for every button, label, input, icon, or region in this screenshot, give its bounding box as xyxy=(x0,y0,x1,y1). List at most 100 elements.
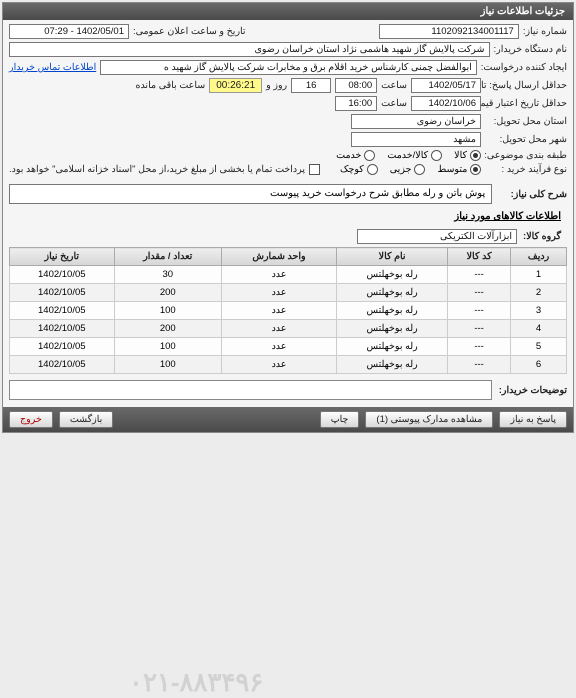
print-button[interactable]: چاپ xyxy=(320,411,360,428)
deadline-time: 08:00 xyxy=(335,78,377,93)
items-table: ردیفکد کالانام کالاواحد شمارشتعداد / مقد… xyxy=(9,247,567,374)
radio-partial-label: جزیی xyxy=(390,164,412,175)
notes-label: توضیحات خریدار: xyxy=(496,385,567,396)
row-notes: توضیحات خریدار: xyxy=(9,380,567,400)
reply-button[interactable]: پاسخ به نیاز xyxy=(499,411,567,428)
row-buyer: نام دستگاه خریدار: شرکت پالایش گاز شهید … xyxy=(9,42,567,57)
row-group: گروه کالا: ابزارآلات الکتریکی xyxy=(9,226,567,247)
credit-time: 16:00 xyxy=(335,96,377,111)
row-city: شهر محل تحویل: مشهد xyxy=(9,132,567,147)
deadline-label: حداقل ارسال پاسخ: تا تاریخ: xyxy=(485,80,567,91)
table-cell: --- xyxy=(448,356,511,374)
table-cell: رله بوخهلتس xyxy=(337,284,448,302)
announce-label: تاریخ و ساعت اعلان عمومی: xyxy=(133,26,246,37)
table-cell: رله بوخهلتس xyxy=(337,266,448,284)
table-row[interactable]: 4---رله بوخهلتسعدد2001402/10/05 xyxy=(10,320,567,338)
radio-medium[interactable]: متوسط xyxy=(437,164,481,175)
table-header-cell: نام کالا xyxy=(337,248,448,266)
table-header-cell: کد کالا xyxy=(448,248,511,266)
table-cell: عدد xyxy=(221,338,336,356)
radio-service-label: خدمت xyxy=(336,150,361,161)
table-cell: --- xyxy=(448,320,511,338)
table-cell: 30 xyxy=(114,266,221,284)
table-cell: 6 xyxy=(511,356,567,374)
proc-label: نوع فرآیند خرید : xyxy=(485,164,567,175)
table-row[interactable]: 5---رله بوخهلتسعدد1001402/10/05 xyxy=(10,338,567,356)
time-label-2: ساعت xyxy=(381,98,407,109)
table-cell: 100 xyxy=(114,356,221,374)
desc-value: پوش باتن و رله مطابق شرح درخواست خرید پی… xyxy=(9,184,492,204)
deadline-date: 1402/05/17 xyxy=(411,78,481,93)
need-no-value: 1102092134001117 xyxy=(379,24,519,39)
radio-small-label: کوچک xyxy=(340,164,364,175)
table-cell: عدد xyxy=(221,302,336,320)
province-label: استان محل تحویل: xyxy=(485,116,567,127)
back-button[interactable]: بازگشت xyxy=(59,411,113,428)
table-row[interactable]: 3---رله بوخهلتسعدد1001402/10/05 xyxy=(10,302,567,320)
radio-goods[interactable]: کالا xyxy=(454,150,481,161)
group-label: گروه کالا: xyxy=(523,231,561,242)
city-label: شهر محل تحویل: xyxy=(485,134,567,145)
table-cell: رله بوخهلتس xyxy=(337,320,448,338)
table-cell: رله بوخهلتس xyxy=(337,356,448,374)
attachments-button[interactable]: مشاهده مدارک پیوستی (1) xyxy=(365,411,493,428)
buyer-label: نام دستگاه خریدار: xyxy=(494,44,568,55)
radio-dot-icon xyxy=(431,150,442,161)
table-cell: 1402/10/05 xyxy=(10,320,115,338)
credit-date: 1402/10/06 xyxy=(411,96,481,111)
table-cell: 200 xyxy=(114,320,221,338)
table-cell: 4 xyxy=(511,320,567,338)
credit-label: حداقل تاریخ اعتبار قیمت: تا تاریخ: xyxy=(485,98,567,109)
radio-goods-label: کالا xyxy=(454,150,467,161)
table-header-cell: تاریخ نیاز xyxy=(10,248,115,266)
row-credit: حداقل تاریخ اعتبار قیمت: تا تاریخ: 1402/… xyxy=(9,96,567,111)
table-header-cell: تعداد / مقدار xyxy=(114,248,221,266)
panel-title: جزئیات اطلاعات نیاز xyxy=(3,3,573,20)
contact-link[interactable]: اطلاعات تماس خریدار xyxy=(9,62,96,73)
table-wrapper: ردیفکد کالانام کالاواحد شمارشتعداد / مقد… xyxy=(9,247,567,374)
table-cell: --- xyxy=(448,338,511,356)
table-row[interactable]: 2---رله بوخهلتسعدد2001402/10/05 xyxy=(10,284,567,302)
proc-radio-group: متوسط جزیی کوچک xyxy=(340,164,481,175)
classify-radio-group: کالا کالا/خدمت خدمت xyxy=(336,150,481,161)
buyer-value: شرکت پالایش گاز شهید هاشمی نژاد استان خر… xyxy=(9,42,490,57)
table-cell: 1402/10/05 xyxy=(10,356,115,374)
row-description: شرح کلی نیاز: پوش باتن و رله مطابق شرح د… xyxy=(9,184,567,204)
table-cell: عدد xyxy=(221,266,336,284)
table-row[interactable]: 6---رله بوخهلتسعدد1001402/10/05 xyxy=(10,356,567,374)
table-cell: رله بوخهلتس xyxy=(337,338,448,356)
province-value: خراسان رضوی xyxy=(351,114,481,129)
watermark-text: ۰۲۱-۸۸۳۴۹۶ xyxy=(129,667,263,698)
main-panel: جزئیات اطلاعات نیاز شماره نیاز: 11020921… xyxy=(2,2,574,433)
table-cell: --- xyxy=(448,284,511,302)
table-cell: 1 xyxy=(511,266,567,284)
radio-partial[interactable]: جزیی xyxy=(390,164,426,175)
row-process: نوع فرآیند خرید : متوسط جزیی کوچک پرداخت… xyxy=(9,164,567,175)
city-value: مشهد xyxy=(351,132,481,147)
radio-dot-icon xyxy=(367,164,378,175)
table-cell: عدد xyxy=(221,356,336,374)
radio-goods-service[interactable]: کالا/خدمت xyxy=(387,150,442,161)
panel-body: شماره نیاز: 1102092134001117 تاریخ و ساع… xyxy=(3,20,573,407)
need-no-label: شماره نیاز: xyxy=(523,26,567,37)
radio-dot-icon xyxy=(414,164,425,175)
treasury-checkbox[interactable] xyxy=(309,164,320,175)
table-cell: 1402/10/05 xyxy=(10,266,115,284)
table-cell: رله بوخهلتس xyxy=(337,302,448,320)
table-cell: 1402/10/05 xyxy=(10,338,115,356)
table-cell: 2 xyxy=(511,284,567,302)
exit-button[interactable]: خروج xyxy=(9,411,53,428)
countdown-timer: 00:26:21 xyxy=(209,78,262,93)
table-row[interactable]: 1---رله بوخهلتسعدد301402/10/05 xyxy=(10,266,567,284)
pay-note: پرداخت تمام یا بخشی از مبلغ خرید،از محل … xyxy=(9,164,305,175)
table-header-cell: واحد شمارش xyxy=(221,248,336,266)
table-cell: 1402/10/05 xyxy=(10,302,115,320)
radio-service[interactable]: خدمت xyxy=(336,150,375,161)
row-creator: ایجاد کننده درخواست: ابوالفضل چمنی کارشن… xyxy=(9,60,567,75)
table-cell: 1402/10/05 xyxy=(10,284,115,302)
radio-small[interactable]: کوچک xyxy=(340,164,378,175)
radio-dot-icon xyxy=(364,150,375,161)
hours-value: 16 xyxy=(291,78,331,93)
table-cell: 200 xyxy=(114,284,221,302)
group-value: ابزارآلات الکتریکی xyxy=(357,229,517,244)
